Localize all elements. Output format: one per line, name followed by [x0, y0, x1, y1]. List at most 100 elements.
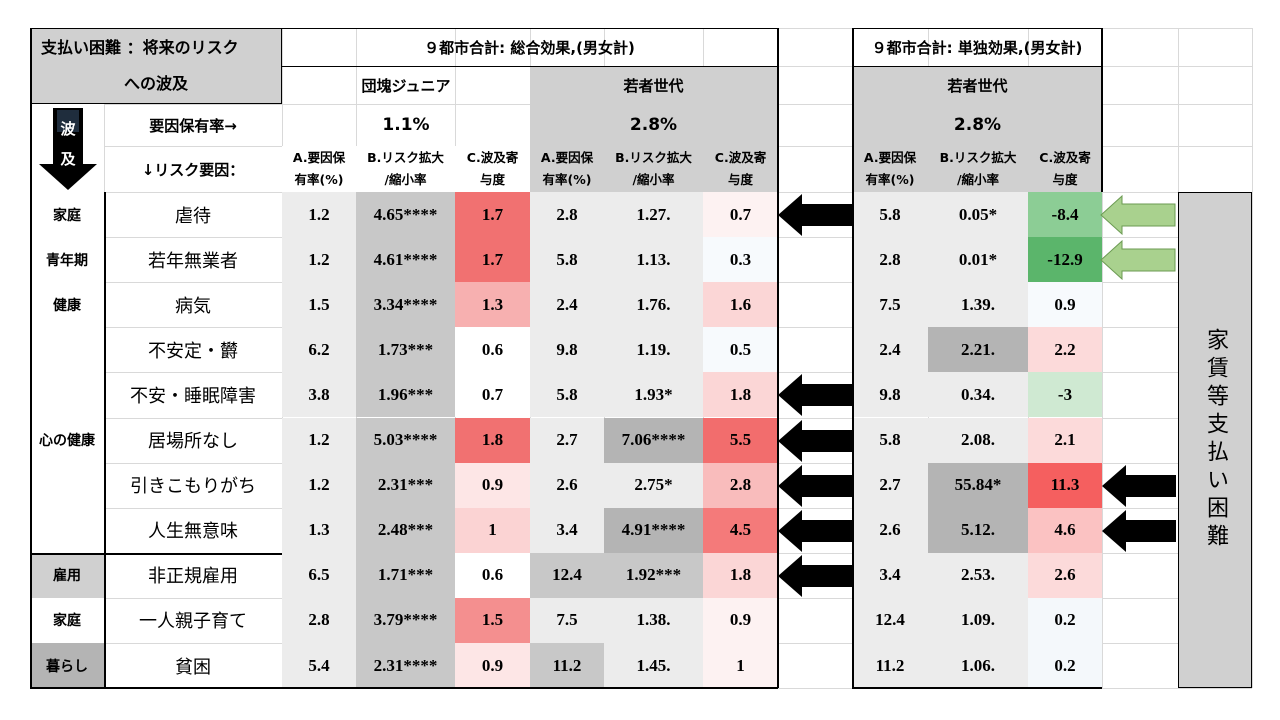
risk-factor-name: 病気: [175, 295, 211, 317]
column-header-c: C.波及寄 与度: [1028, 146, 1102, 192]
column-header-b-line: B.リスク拡大: [367, 150, 444, 165]
column-header-b: B.リスク拡大/縮小率: [356, 146, 455, 192]
young-prevalence-cell: 11.2: [530, 643, 604, 689]
dankai-risk-ratio-cell: 2.48***: [356, 507, 455, 553]
risk-factor-name: 貧困: [175, 656, 211, 678]
risk-factor-label: ↓リスク要因：: [141, 160, 245, 179]
group-header-total: ９都市合計: 総合効果,(男女計): [282, 28, 778, 66]
single-prevalence-cell: 11.2: [852, 643, 928, 689]
column-header-c-line: 与度: [727, 172, 753, 187]
dankai-prevalence-cell: 1.5: [282, 282, 356, 328]
single-prevalence-cell: 2.6: [852, 507, 928, 553]
title-line-2: への波及: [123, 74, 188, 93]
gridline-h: [30, 688, 1252, 689]
dankai-risk-ratio-cell: 5.03****: [356, 417, 455, 463]
dankai-prevalence-cell: 6.2: [282, 327, 356, 373]
column-header-a: A.要因保 有率(%): [282, 146, 356, 192]
single-contribution-cell: 0.9: [1028, 282, 1102, 328]
single-prevalence-cell: 5.8: [852, 417, 928, 463]
young-risk-ratio-cell: 2.75*: [604, 462, 703, 508]
single-risk-ratio-cell: 1.39.: [928, 282, 1028, 328]
gridline-v: [1102, 28, 1103, 688]
single-prevalence-cell: 5.8: [852, 192, 928, 238]
single-contribution-cell: -3: [1028, 372, 1102, 418]
column-header-a: A.要因保 有率(%): [852, 146, 928, 192]
young-contribution-cell: 0.3: [703, 237, 778, 283]
young-contribution-cell: 1.8: [703, 552, 778, 598]
dankai-contribution-cell: 1.8: [455, 417, 530, 463]
left-arrow-icon: [778, 194, 852, 236]
young-prevalence-cell: 7.5: [530, 597, 604, 643]
young-risk-ratio-cell: 1.19.: [604, 327, 703, 373]
young-prevalence-cell: 2.4: [530, 282, 604, 328]
young-contribution-cell: 1.6: [703, 282, 778, 328]
dankai-prevalence-cell: 1.2: [282, 462, 356, 508]
column-header-c-line: C.波及寄: [714, 150, 767, 165]
single-prevalence-cell: 2.4: [852, 327, 928, 373]
column-header-c: C.波及寄与度: [703, 146, 778, 192]
single-risk-ratio-cell: 0.34.: [928, 372, 1028, 418]
single-prevalence-cell: 9.8: [852, 372, 928, 418]
young-contribution-cell: 0.7: [703, 192, 778, 238]
young-risk-ratio-cell: 1.27.: [604, 192, 703, 238]
dankai-risk-ratio-cell: 4.61****: [356, 237, 455, 283]
young-risk-ratio-cell: 1.45.: [604, 643, 703, 689]
dankai-contribution-cell: 0.7: [455, 372, 530, 418]
risk-factor-name: 若年無業者: [148, 250, 238, 272]
category-cell: 青年期: [30, 237, 104, 283]
column-header-a-line: A.要因保: [863, 150, 917, 165]
single-contribution-cell: -8.4: [1028, 192, 1102, 238]
young-contribution-cell: 0.9: [703, 597, 778, 643]
column-header-c-line: 与度: [1052, 172, 1078, 187]
prevalence-young-single: 2.8%: [852, 104, 1102, 146]
young-prevalence-cell: 2.7: [530, 417, 604, 463]
single-risk-ratio-cell: 0.01*: [928, 237, 1028, 283]
dankai-prevalence-cell: 5.4: [282, 643, 356, 689]
single-prevalence-cell: 2.8: [852, 237, 928, 283]
young-prevalence-cell: 2.8: [530, 192, 604, 238]
title-line-1: 支払い困難 ：将来のリスク: [41, 38, 239, 57]
column-header-a: A.要因保 有率(%): [530, 146, 604, 192]
young-risk-ratio-cell: 1.13.: [604, 237, 703, 283]
young-contribution-cell: 5.5: [703, 417, 778, 463]
left-arrow-icon: [778, 420, 852, 462]
dankai-contribution-cell: 1.5: [455, 597, 530, 643]
column-header-a-line: A.要因保: [292, 150, 346, 165]
dankai-prevalence-cell: 1.2: [282, 192, 356, 238]
down-arrow-icon: [39, 108, 97, 190]
left-arrow-icon: [778, 510, 852, 552]
risk-factor-name: 居場所なし: [148, 431, 238, 453]
young-risk-ratio-cell: 1.92***: [604, 552, 703, 598]
risk-factor-name: 非正規雇用: [148, 566, 238, 588]
young-contribution-cell: 1.8: [703, 372, 778, 418]
column-header-c-line: C.波及寄: [466, 150, 519, 165]
dankai-risk-ratio-cell: 1.96***: [356, 372, 455, 418]
young-prevalence-cell: 12.4: [530, 552, 604, 598]
dankai-risk-ratio-cell: 1.71***: [356, 552, 455, 598]
single-risk-ratio-cell: 55.84*: [928, 462, 1028, 508]
young-prevalence-cell: 5.8: [530, 237, 604, 283]
young-prevalence-cell: 5.8: [530, 372, 604, 418]
prevalence-young: 2.8%: [530, 104, 778, 146]
single-prevalence-cell: 3.4: [852, 552, 928, 598]
single-contribution-cell: 2.2: [1028, 327, 1102, 373]
column-header-a-line: A.要因保: [540, 150, 594, 165]
young-contribution-cell: 0.5: [703, 327, 778, 373]
risk-factor-name: 一人親子育て: [139, 611, 247, 633]
column-header-b-line: B.リスク拡大: [939, 150, 1017, 165]
column-header-c-line: 与度: [479, 172, 505, 187]
single-contribution-cell: 2.6: [1028, 552, 1102, 598]
arrow-label-1: 波: [60, 120, 76, 138]
single-prevalence-cell: 2.7: [852, 462, 928, 508]
arrow-label-2: 及: [60, 150, 76, 168]
column-header-b: B.リスク拡大/縮小率: [928, 146, 1028, 192]
young-risk-ratio-cell: 1.93*: [604, 372, 703, 418]
green-left-arrow-icon: [1100, 195, 1176, 235]
single-risk-ratio-cell: 0.05*: [928, 192, 1028, 238]
young-contribution-cell: 1: [703, 643, 778, 689]
subheader-dankai: 団塊ジュニア: [282, 66, 530, 104]
dankai-risk-ratio-cell: 4.65****: [356, 192, 455, 238]
single-risk-ratio-cell: 2.08.: [928, 417, 1028, 463]
single-contribution-cell: 0.2: [1028, 643, 1102, 689]
category-cell: 家庭: [30, 597, 104, 643]
